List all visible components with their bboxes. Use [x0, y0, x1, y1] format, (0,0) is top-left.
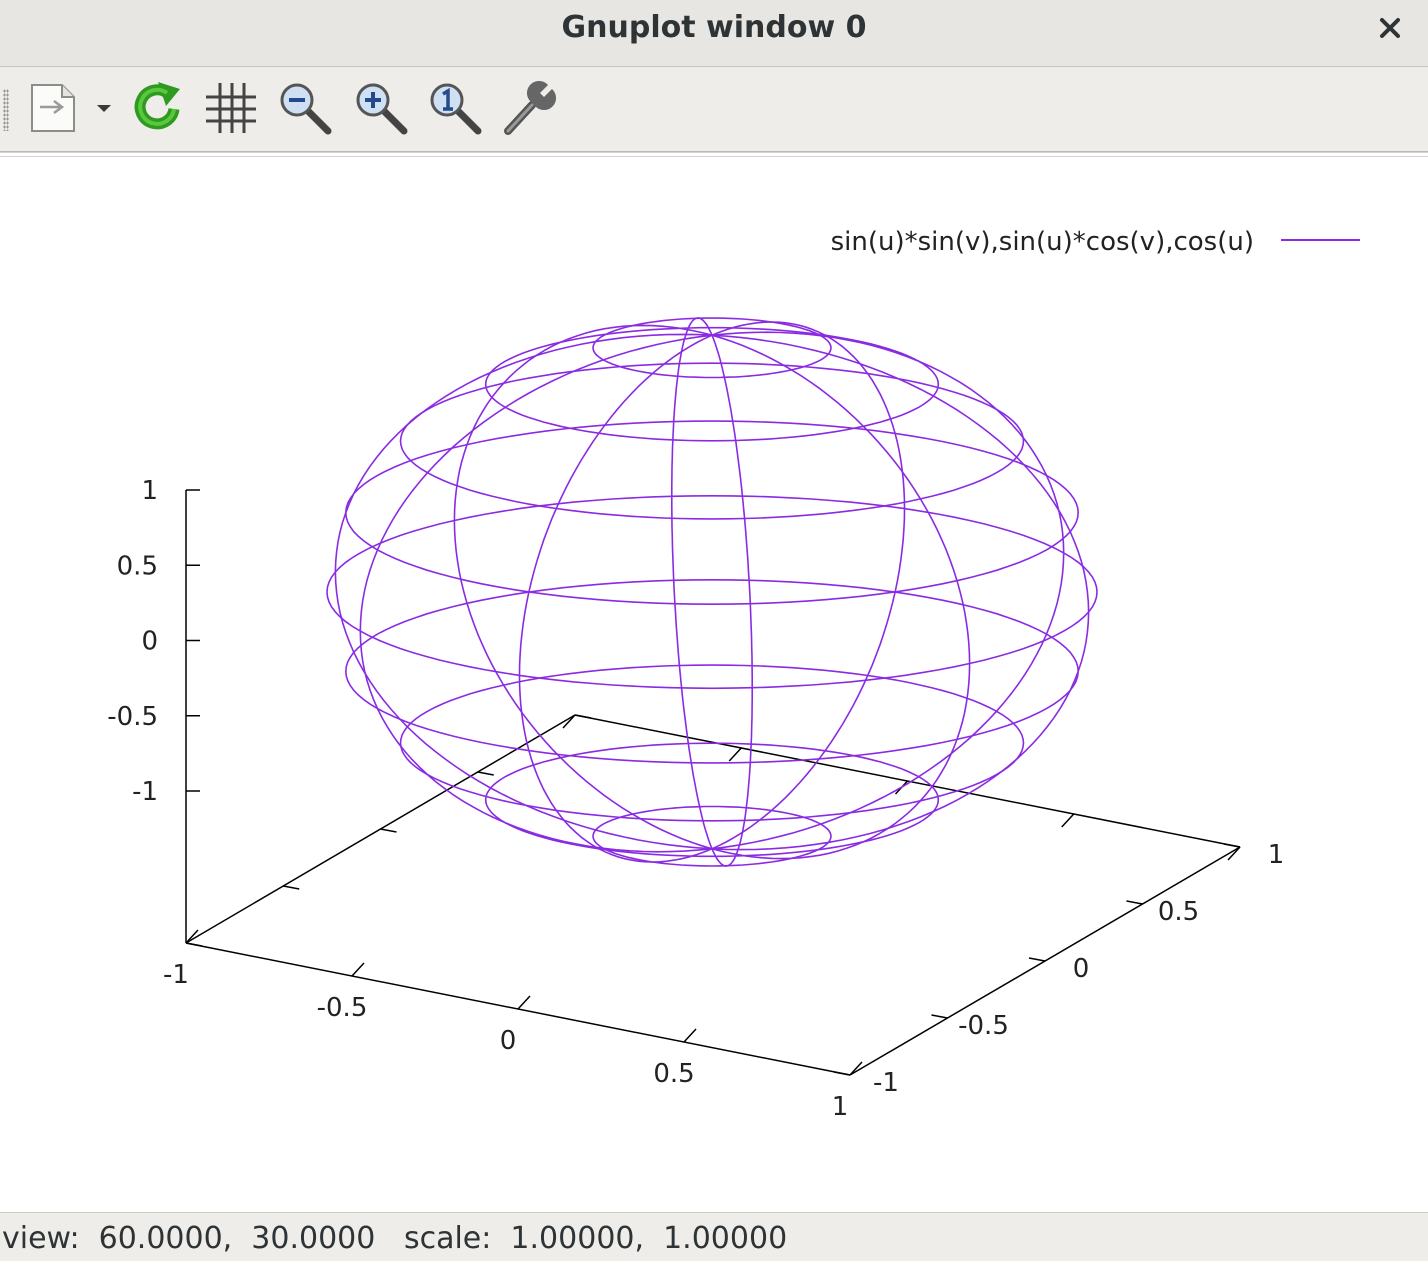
replot-icon	[134, 82, 180, 130]
y-tick	[1126, 900, 1143, 905]
dropdown-icon	[97, 105, 111, 112]
y-tick-label: 0.5	[1158, 897, 1199, 927]
axes: -1 -0.5 0 0.5 1 -1 -0.5 0 0.5 1 1 0.5 0 -0.5 -1	[107, 476, 1284, 1122]
legend-label: sin(u)*sin(v),sin(u)*cos(v),cos(u)	[831, 227, 1254, 257]
y-tick-label: -0.5	[958, 1011, 1009, 1041]
x-tick-back	[728, 747, 742, 762]
status-text: view: 60.0000, 30.0000 scale: 1.00000, 1…	[2, 1221, 788, 1256]
close-icon	[1380, 18, 1400, 38]
y-tick-label: 1	[1268, 840, 1285, 870]
zoom-reset-icon	[430, 83, 482, 135]
close-button[interactable]	[1370, 8, 1410, 48]
surface-iso-v-line	[359, 334, 713, 853]
plot-area[interactable]: -1 -0.5 0 0.5 1 -1 -0.5 0 0.5 1 1 0.5 0 -0.5 -1 sin(u)…	[0, 158, 1428, 1210]
x-tick	[351, 962, 365, 977]
y-tick-left	[283, 885, 300, 890]
status-bar: view: 60.0000, 30.0000 scale: 1.00000, 1…	[0, 1212, 1428, 1261]
zoom-out-button[interactable]	[274, 79, 336, 137]
x-tick-label: -0.5	[317, 993, 368, 1023]
title-bar: Gnuplot window 0	[0, 0, 1428, 67]
zoom-out-icon	[280, 83, 332, 135]
x-tick-label: 0	[500, 1026, 517, 1056]
surface-iso-u-line	[344, 578, 1080, 764]
x-tick	[517, 995, 531, 1010]
window-title: Gnuplot window 0	[561, 10, 867, 45]
surface-iso-v-line	[711, 334, 753, 867]
export-button[interactable]	[24, 79, 88, 137]
z-tick-label: -0.5	[107, 702, 158, 732]
y-tick-label: 0	[1073, 954, 1090, 984]
y-tick	[931, 1014, 948, 1019]
surface-iso-u-line	[326, 494, 1098, 690]
z-tick-label: 0.5	[117, 551, 158, 581]
surface-iso-v-line	[711, 321, 906, 850]
surface-iso-v-line	[671, 317, 713, 850]
x-tick-back	[562, 714, 576, 729]
y-tick	[833, 1071, 851, 1076]
replot-button[interactable]	[126, 79, 188, 137]
y-tick	[1223, 843, 1241, 848]
z-tick-label: 1	[141, 476, 158, 506]
x-tick-back	[1227, 846, 1241, 861]
zoom-in-button[interactable]	[350, 79, 412, 137]
zoom-in-icon	[356, 83, 408, 135]
x-tick-back	[1061, 813, 1075, 828]
configure-icon	[504, 80, 557, 135]
configure-button[interactable]	[498, 79, 560, 137]
y-tick	[1028, 957, 1046, 962]
grid-button[interactable]	[200, 79, 262, 137]
surface-mesh	[326, 317, 1098, 867]
plot-canvas[interactable]: -1 -0.5 0 0.5 1 -1 -0.5 0 0.5 1 1 0.5 0 -0.5 -1 sin(u)…	[0, 158, 1428, 1210]
export-dropdown-button[interactable]	[92, 79, 116, 137]
grid-icon	[206, 83, 256, 133]
toolbar	[0, 67, 1428, 157]
y-tick-left	[185, 942, 203, 947]
surface-iso-v-line	[453, 324, 713, 850]
x-tick	[849, 1061, 863, 1076]
x-tick	[185, 929, 199, 944]
z-tick-label: 0	[141, 627, 158, 657]
y-tick-label: -1	[873, 1068, 899, 1098]
surface-iso-v-line	[711, 331, 1065, 850]
x-tick-label: -1	[163, 960, 189, 990]
export-icon	[31, 84, 75, 132]
surface-iso-u-line	[344, 420, 1080, 606]
z-tick-label: -1	[132, 777, 158, 807]
zoom-reset-button[interactable]	[424, 79, 486, 137]
surface-iso-v-line	[334, 333, 713, 850]
toolbar-grip[interactable]	[3, 89, 9, 131]
surface-iso-v-line	[711, 334, 971, 860]
y-tick-left	[574, 714, 592, 719]
y-tick-left	[380, 828, 397, 833]
legend: sin(u)*sin(v),sin(u)*cos(v),cos(u)	[831, 227, 1360, 257]
surface-iso-v-line	[711, 334, 1090, 851]
x-tick-label: 1	[832, 1092, 849, 1122]
x-tick	[683, 1028, 697, 1043]
y-tick-left	[477, 771, 494, 776]
surface-iso-v-line	[518, 334, 713, 863]
x-tick-label: 0.5	[653, 1059, 694, 1089]
